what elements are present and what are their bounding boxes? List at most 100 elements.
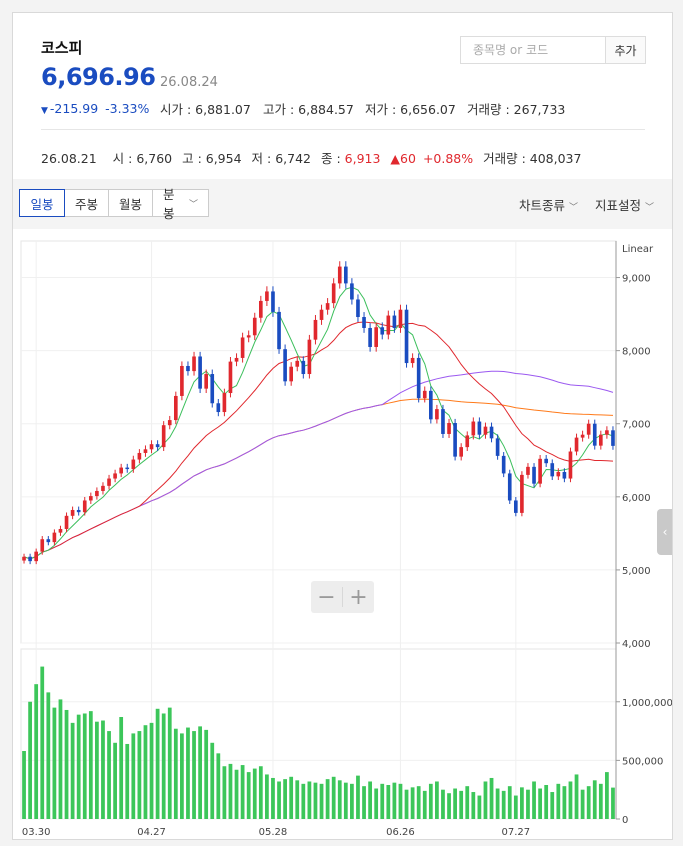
tab-monthly[interactable]: 월봉 bbox=[108, 189, 153, 217]
volume-bar bbox=[592, 780, 597, 819]
add-button[interactable]: 추가 bbox=[605, 37, 645, 63]
volume-bar bbox=[343, 782, 348, 819]
volume-bar bbox=[605, 772, 609, 819]
candle-body bbox=[70, 509, 75, 516]
candle-body bbox=[22, 556, 26, 561]
candle-body bbox=[119, 467, 123, 474]
volume-bar bbox=[580, 789, 585, 819]
price-tick-label: 9,000 bbox=[622, 274, 651, 285]
stock-chart-widget: 코스피 6,696.96 26.08.24 ▼ -215.99 -3.33% 시가… bbox=[12, 12, 673, 840]
high-price: 고가 : 6,884.57 bbox=[263, 102, 354, 117]
volume-bar bbox=[149, 722, 154, 819]
candle-body bbox=[520, 474, 524, 513]
candle-body bbox=[234, 357, 239, 362]
candle-body bbox=[453, 422, 457, 457]
volume-bar bbox=[40, 666, 45, 819]
price-volume-chart[interactable]: 9,000 8,000 7,000 6,000 5,000 4,000 Linear 1,00… bbox=[13, 229, 672, 840]
volume-bar bbox=[70, 722, 75, 819]
price-change: ▼ -215.99 -3.33% bbox=[41, 101, 149, 116]
volume-bar bbox=[380, 783, 385, 819]
candle-body bbox=[526, 466, 530, 475]
candle-body bbox=[180, 365, 184, 396]
candle-body bbox=[483, 426, 488, 435]
candle-body bbox=[532, 466, 536, 484]
candle-body bbox=[374, 327, 378, 347]
ma20-line bbox=[23, 321, 614, 560]
volume-bar bbox=[477, 795, 482, 819]
tab-minute[interactable]: 분봉 ﹀ bbox=[152, 187, 209, 221]
candle-body bbox=[34, 551, 38, 562]
volume-bar bbox=[192, 731, 196, 819]
volume-bar bbox=[501, 790, 506, 819]
previous-close-label: 종 : bbox=[320, 151, 345, 166]
candle-body bbox=[113, 473, 117, 479]
candle-body bbox=[89, 496, 93, 501]
candle-body bbox=[167, 420, 172, 426]
volume-bar bbox=[562, 786, 567, 819]
candle-body bbox=[137, 452, 142, 460]
candle-body bbox=[544, 458, 548, 464]
volume-bar bbox=[252, 768, 257, 819]
candle-body bbox=[441, 409, 445, 434]
side-panel-toggle[interactable]: ‹ bbox=[657, 509, 672, 555]
volume-bar bbox=[88, 711, 93, 819]
volume-bar bbox=[556, 783, 561, 819]
indicator-settings-menu[interactable]: 지표설정 ﹀ bbox=[595, 198, 655, 213]
current-price: 6,696.96 bbox=[41, 63, 156, 91]
volume-bar bbox=[544, 785, 549, 819]
candle-body bbox=[344, 266, 348, 284]
volume-bar bbox=[550, 792, 555, 819]
chart-type-menu[interactable]: 차트종류 ﹀ bbox=[519, 198, 579, 213]
candle-body bbox=[574, 437, 579, 452]
volume-bar bbox=[46, 692, 51, 819]
volume-bar bbox=[453, 788, 457, 819]
scale-label: Linear bbox=[622, 244, 654, 255]
volume-bar bbox=[435, 781, 439, 819]
candle-body bbox=[350, 283, 354, 300]
candle-body bbox=[416, 357, 421, 399]
previous-low: 저 : 6,742 bbox=[251, 151, 311, 166]
volume-bar bbox=[483, 781, 488, 819]
volume-bar bbox=[101, 720, 105, 819]
candle-body bbox=[228, 361, 233, 394]
candle-body bbox=[495, 438, 500, 456]
candle-body bbox=[149, 444, 154, 450]
candle-body bbox=[325, 303, 330, 310]
volume-bar bbox=[586, 786, 591, 819]
volume-bar bbox=[368, 781, 372, 819]
zoom-in-button[interactable]: + bbox=[349, 584, 368, 610]
candle-body bbox=[422, 390, 427, 399]
date-tick-label: 03.30 bbox=[22, 827, 51, 838]
volume-bar bbox=[34, 684, 39, 819]
candle-body bbox=[599, 434, 603, 446]
volume-bar bbox=[350, 783, 354, 819]
candle-body bbox=[64, 515, 69, 529]
volume-bar bbox=[167, 707, 172, 819]
volume-bar bbox=[526, 789, 530, 819]
stock-search-input[interactable] bbox=[461, 37, 605, 63]
chart-axes: 9,000 8,000 7,000 6,000 5,000 4,000 Linear 1,00… bbox=[22, 241, 672, 838]
tab-daily[interactable]: 일봉 bbox=[19, 189, 65, 217]
candle-body bbox=[429, 390, 433, 420]
volume-bar bbox=[28, 701, 32, 819]
volume-tick-label: 0 bbox=[622, 815, 628, 826]
volume-bar bbox=[386, 785, 391, 819]
volume-bar bbox=[246, 772, 251, 819]
candle-body bbox=[331, 283, 336, 304]
period-tabs: 일봉 주봉 월봉 분봉 ﹀ bbox=[19, 187, 209, 221]
candle-body bbox=[404, 309, 409, 364]
candle-body bbox=[52, 532, 57, 543]
candle-body bbox=[82, 500, 87, 513]
candle-body bbox=[447, 422, 451, 434]
candle-body bbox=[143, 449, 148, 453]
candle-body bbox=[471, 421, 476, 436]
candlesticks bbox=[22, 261, 615, 565]
candle-body bbox=[58, 528, 63, 533]
tab-weekly[interactable]: 주봉 bbox=[64, 189, 109, 217]
index-name: 코스피 bbox=[41, 39, 83, 57]
zoom-out-button[interactable]: − bbox=[317, 584, 336, 610]
candle-body bbox=[107, 478, 111, 486]
candle-body bbox=[95, 490, 99, 497]
volume-bar bbox=[410, 787, 415, 819]
volume-bar bbox=[319, 783, 324, 819]
